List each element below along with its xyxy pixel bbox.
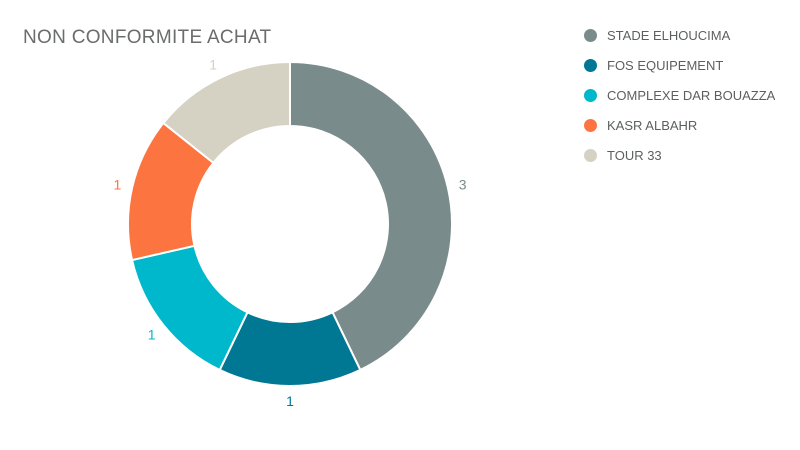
legend-color-swatch bbox=[584, 148, 597, 162]
slice-value-label-stade-elhoucima: 3 bbox=[459, 177, 467, 193]
legend-item-label: COMPLEXE DAR BOUAZZA bbox=[607, 87, 776, 103]
legend-item-kasr-albahr[interactable]: KASR ALBAHR bbox=[584, 110, 775, 140]
legend-item-label: KASR ALBAHR bbox=[607, 117, 698, 133]
legend-color-swatch bbox=[584, 88, 597, 102]
slice-value-label-complexe-dar-bouazza: 1 bbox=[148, 326, 156, 342]
legend-item-label: TOUR 33 bbox=[607, 147, 662, 163]
slice-value-label-tour-33: 1 bbox=[209, 57, 217, 73]
legend-item-label: STADE ELHOUCIMA bbox=[607, 27, 731, 43]
donut-slice-stade-elhoucima[interactable] bbox=[289, 61, 453, 371]
slice-value-label-fos-equipement: 1 bbox=[286, 393, 294, 409]
legend-item-fos-equipement[interactable]: FOS EQUIPEMENT bbox=[584, 50, 775, 80]
legend-item-tour-33[interactable]: TOUR 33 bbox=[584, 140, 775, 170]
legend-color-swatch bbox=[584, 58, 597, 72]
chart-title: NON CONFORMITE ACHAT bbox=[23, 27, 272, 48]
legend-color-swatch bbox=[584, 28, 597, 42]
slice-value-label-kasr-albahr: 1 bbox=[114, 177, 122, 193]
donut-slice-tour-33[interactable] bbox=[162, 61, 291, 164]
legend-item-label: FOS EQUIPEMENT bbox=[607, 57, 724, 73]
legend-item-stade-elhoucima[interactable]: STADE ELHOUCIMA bbox=[584, 20, 775, 50]
legend-color-swatch bbox=[584, 118, 597, 132]
legend: STADE ELHOUCIMA FOS EQUIPEMENT COMPLEXE DA… bbox=[584, 20, 775, 170]
legend-item-complexe-dar-bouazza[interactable]: COMPLEXE DAR BOUAZZA bbox=[584, 80, 775, 110]
